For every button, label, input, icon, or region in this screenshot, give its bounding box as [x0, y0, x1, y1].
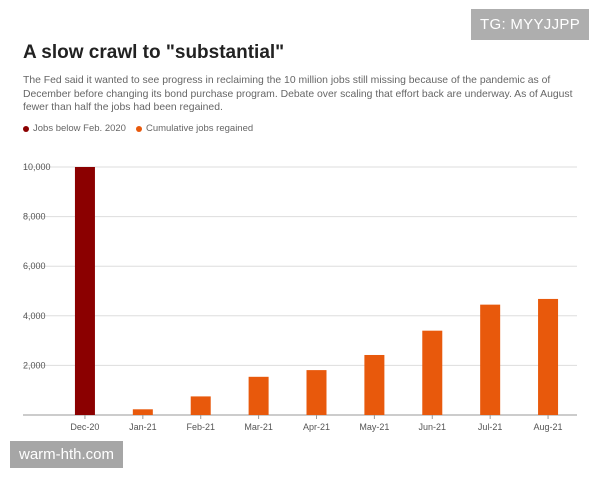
legend-label-jobs-below: Jobs below Feb. 2020 — [33, 123, 126, 134]
bar-feb-21 — [190, 396, 211, 415]
legend-item-regained: Cumulative jobs regained — [135, 123, 254, 134]
legend-label-regained: Cumulative jobs regained — [145, 123, 254, 134]
y-tick-label: 6,000 — [23, 261, 46, 271]
y-tick-label: 4,000 — [23, 311, 46, 321]
bar-aug-21 — [538, 298, 559, 415]
watermark-bottom-left: warm-hth.com — [10, 441, 124, 468]
chart-title: A slow crawl to "substantial" — [23, 42, 285, 63]
y-tick-label: 2,000 — [23, 360, 46, 370]
chart-legend: Jobs below Feb. 2020 Cumulative jobs reg… — [23, 123, 253, 134]
x-tick-label: Mar-21 — [244, 422, 273, 432]
watermark-top-right: TG: MYYJJPP — [471, 9, 589, 40]
x-tick-label: Apr-21 — [303, 422, 330, 432]
bar-jan-21 — [132, 409, 153, 415]
y-tick-label: 8,000 — [23, 212, 46, 222]
bar-may-21 — [364, 354, 385, 415]
legend-item-jobs-below: Jobs below Feb. 2020 — [23, 123, 126, 134]
bar-jul-21 — [480, 304, 501, 415]
bar-mar-21 — [248, 376, 269, 415]
x-tick-label: Jun-21 — [419, 422, 447, 432]
x-tick-label: Feb-21 — [186, 422, 215, 432]
x-tick-label: Jan-21 — [129, 422, 157, 432]
x-tick-label: Jul-21 — [478, 422, 503, 432]
bar-apr-21 — [306, 370, 327, 415]
legend-swatch-jobs-below — [23, 125, 29, 132]
x-tick-label: Aug-21 — [534, 422, 563, 432]
x-tick-label: Dec-20 — [70, 422, 99, 432]
bar-dec-20 — [74, 167, 95, 415]
bar-jun-21 — [422, 330, 443, 415]
legend-swatch-regained — [135, 125, 142, 132]
chart-subtitle: The Fed said it wanted to see progress i… — [23, 75, 573, 113]
y-tick-label: 10,000 — [23, 162, 51, 172]
x-tick-label: May-21 — [359, 422, 389, 432]
